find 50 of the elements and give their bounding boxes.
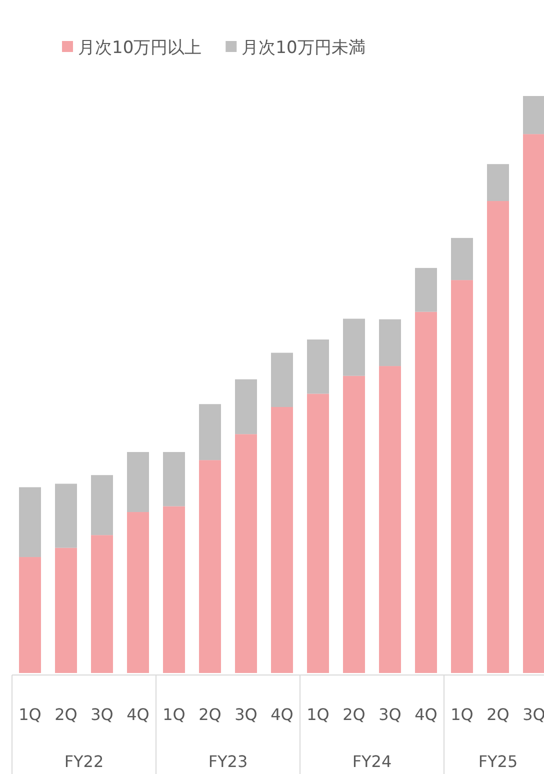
bar	[487, 201, 509, 673]
x-tick-label: 2Q	[54, 705, 78, 724]
x-tick-label: 1Q	[450, 705, 474, 724]
text: FY24	[352, 752, 392, 771]
bar	[127, 512, 149, 673]
text: FY25	[478, 752, 518, 771]
bar	[379, 366, 401, 673]
bar	[199, 460, 221, 673]
x-tick-label: 3Q	[90, 705, 114, 724]
bar	[487, 164, 509, 202]
legend-label: 月次10万円未満	[242, 38, 366, 58]
bar	[163, 506, 185, 673]
bar	[415, 268, 437, 312]
x-tick-label: 3Q	[234, 705, 258, 724]
bar	[163, 452, 185, 506]
bar	[343, 318, 365, 376]
bar	[127, 452, 149, 512]
bar	[523, 96, 544, 134]
bar	[55, 548, 77, 673]
x-tick-label: 4Q	[126, 705, 150, 724]
x-tick-label: 1Q	[162, 705, 186, 724]
bar	[55, 484, 77, 548]
bar	[343, 376, 365, 673]
x-tick-label: 4Q	[414, 705, 438, 724]
bar	[19, 557, 41, 673]
bar	[19, 487, 41, 558]
bar	[451, 280, 473, 673]
bar	[91, 535, 113, 673]
bar	[235, 379, 257, 434]
x-tick-label: 2Q	[486, 705, 510, 724]
x-tick-label: 1Q	[18, 705, 42, 724]
text: FY22	[64, 752, 104, 771]
text: FY23	[208, 752, 248, 771]
bar	[271, 352, 293, 408]
bar	[235, 434, 257, 673]
bar	[271, 407, 293, 673]
x-tick-label: 4Q	[270, 705, 294, 724]
bar	[91, 475, 113, 536]
bar	[451, 238, 473, 280]
bar	[379, 319, 401, 366]
bar	[199, 404, 221, 460]
bar	[307, 394, 329, 673]
bar	[307, 339, 329, 394]
x-tick-label: 2Q	[198, 705, 222, 724]
bar	[415, 312, 437, 673]
x-tick-label: 1Q	[306, 705, 330, 724]
legend-label: 月次10万円以上	[78, 38, 202, 58]
bar	[523, 134, 544, 673]
x-tick-label: 3Q	[378, 705, 402, 724]
x-tick-label: 2Q	[342, 705, 366, 724]
